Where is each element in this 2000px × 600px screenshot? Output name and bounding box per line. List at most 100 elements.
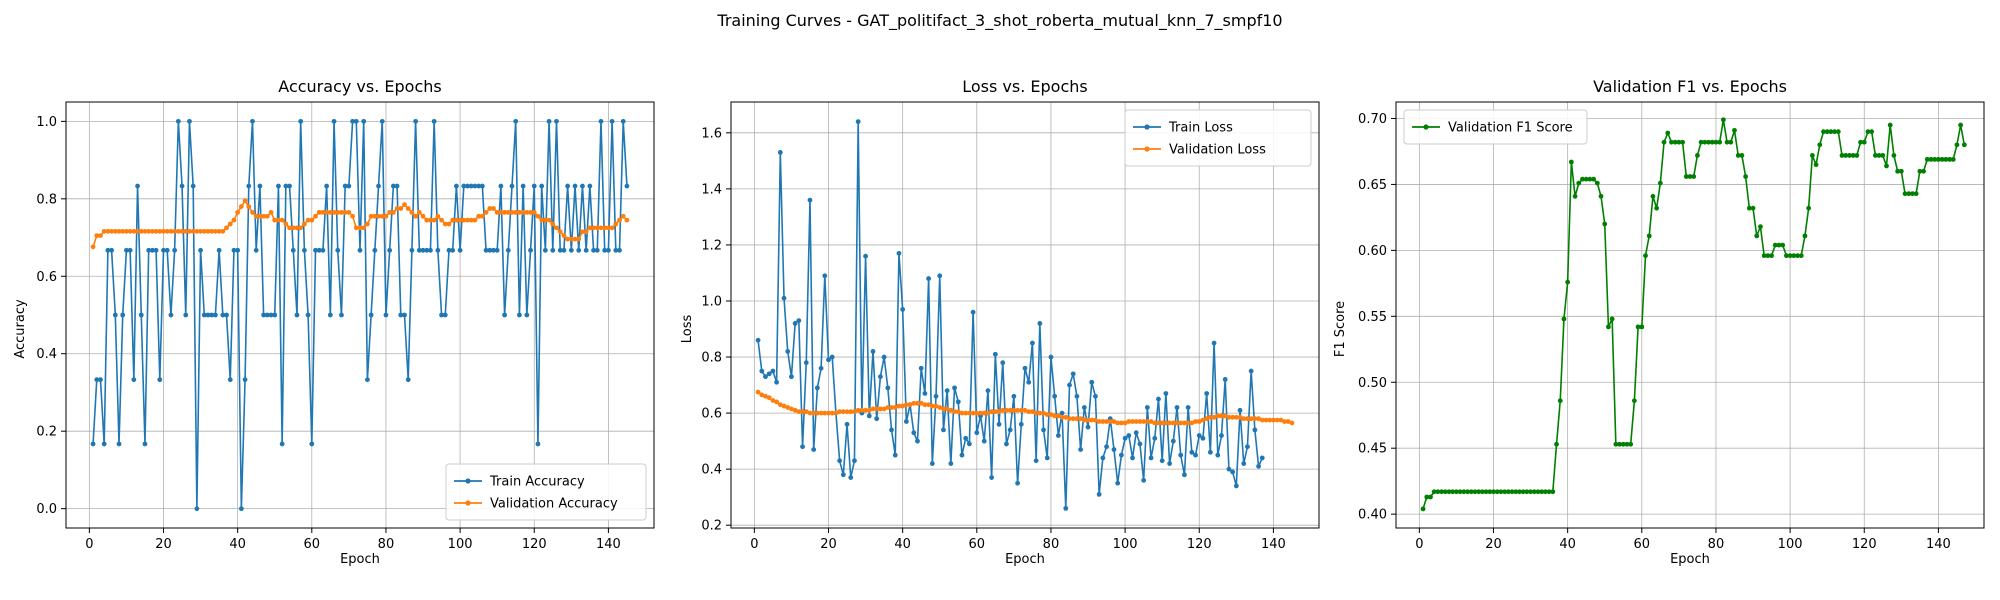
accuracy-series-0-point xyxy=(98,377,103,383)
loss-series-1-point xyxy=(1048,412,1054,417)
loss-series-1-point xyxy=(1156,420,1161,426)
accuracy-series-0-point xyxy=(298,118,304,124)
loss-ytick-label: 1.2 xyxy=(701,238,722,253)
accuracy-series-0-point xyxy=(461,183,467,189)
f1-series-0-point xyxy=(1672,139,1678,145)
f1-series-0-point xyxy=(1787,253,1793,259)
accuracy-series-0-point xyxy=(290,247,296,253)
loss-series-1-point xyxy=(796,409,802,415)
accuracy-series-0-point xyxy=(101,441,107,447)
f1-series-0-point xyxy=(1728,139,1734,145)
loss-series-1-point xyxy=(974,410,980,416)
f1-series-0-point xyxy=(1958,122,1964,128)
loss-series-0-point xyxy=(1081,405,1087,410)
loss-series-0-point xyxy=(1018,421,1024,427)
accuracy-series-0-point xyxy=(116,441,122,447)
loss-series-0-point xyxy=(863,253,868,259)
loss-xtick-label: 140 xyxy=(1261,537,1286,552)
accuracy-series-1-point xyxy=(457,217,463,223)
accuracy-series-0-point xyxy=(390,183,396,189)
loss-series-0-point xyxy=(926,276,932,281)
loss-series-1-point xyxy=(1037,410,1043,416)
f1-series-0-point xyxy=(1776,242,1782,248)
loss-series-0-point xyxy=(1130,455,1135,461)
loss-series-0-point xyxy=(1052,393,1058,399)
f1-series-0-point xyxy=(1924,156,1930,162)
loss-series-1-point xyxy=(963,410,969,416)
accuracy-series-1-point xyxy=(390,209,396,215)
accuracy-series-1-point xyxy=(542,217,548,223)
loss-series-1-point xyxy=(1159,420,1165,426)
loss-series-0-point xyxy=(1204,391,1210,396)
loss-series-1-point xyxy=(822,410,828,416)
f1-series-0-point xyxy=(1424,494,1430,500)
f1-series-0-point xyxy=(1835,129,1841,135)
loss-series-0-point xyxy=(922,391,928,396)
accuracy-series-1-point xyxy=(520,209,526,215)
accuracy-xtick-label: 20 xyxy=(155,537,172,552)
loss-series-0-point xyxy=(1118,452,1124,458)
loss-series-1-point xyxy=(1189,420,1195,426)
loss-series-0-point xyxy=(844,421,850,427)
f1-series-0-point xyxy=(1661,139,1667,145)
accuracy-series-0-point xyxy=(205,312,211,318)
loss-series-1-point xyxy=(1118,420,1124,426)
f1-ytick-label: 0.65 xyxy=(1358,178,1387,193)
f1-series-0-point xyxy=(1683,174,1689,179)
loss-series-0-point xyxy=(878,374,883,380)
loss-series-1-point xyxy=(937,405,943,410)
loss-series-0-point xyxy=(1007,427,1013,433)
loss-series-0-point xyxy=(1230,469,1236,475)
accuracy-series-1-point xyxy=(90,244,96,250)
loss-series-1-point xyxy=(1067,416,1072,422)
f1-series-0-point xyxy=(1639,324,1645,330)
f1-series-0-point xyxy=(1624,441,1630,447)
f1-series-0-point xyxy=(1865,129,1871,135)
loss-xtick-label: 60 xyxy=(969,537,986,552)
f1-xtick-label: 0 xyxy=(1415,537,1423,552)
loss-series-1-point xyxy=(855,407,861,413)
f1-series-0-point xyxy=(1750,205,1756,211)
accuracy-series-1-point xyxy=(116,228,122,234)
accuracy-series-0-point xyxy=(301,247,307,253)
accuracy-series-1-point xyxy=(431,217,437,223)
loss-series-0-point xyxy=(848,475,854,480)
accuracy-series-0-point xyxy=(198,247,203,253)
loss-series-0-point xyxy=(937,273,943,279)
accuracy-series-1-point xyxy=(439,217,444,223)
loss-series-1-point xyxy=(1204,416,1210,422)
accuracy-series-1-point xyxy=(387,209,393,215)
loss-series-0-point xyxy=(1200,435,1206,441)
loss-series-1-point xyxy=(759,392,765,398)
accuracy-series-1-point xyxy=(561,233,567,239)
f1-series-0-point xyxy=(1535,489,1541,495)
accuracy-series-1-point xyxy=(172,228,178,234)
loss-series-0-point xyxy=(855,119,861,125)
accuracy-series-1-point xyxy=(379,213,385,219)
f1-series-0-point xyxy=(1479,489,1485,495)
accuracy-series-0-point xyxy=(250,118,255,124)
loss-series-1-point xyxy=(1282,419,1287,424)
loss-series-0-point xyxy=(1178,452,1184,458)
loss-ytick-label: 0.2 xyxy=(701,519,722,534)
f1-series-0-point xyxy=(1906,191,1912,197)
loss-legend-label: Train Loss xyxy=(1168,121,1233,136)
f1-series-0-point xyxy=(1517,489,1522,495)
f1-series-0-point xyxy=(1498,489,1504,495)
accuracy-series-1-point xyxy=(394,206,400,211)
accuracy-series-1-point xyxy=(109,228,115,234)
accuracy-xtick-label: 60 xyxy=(304,537,321,552)
f1-series-0-point xyxy=(1654,205,1660,211)
loss-series-0-point xyxy=(900,306,906,312)
loss-series-1-point xyxy=(1233,414,1239,420)
accuracy-series-0-point xyxy=(450,247,456,253)
accuracy-series-0-point xyxy=(457,247,463,253)
loss-series-0-point xyxy=(1070,371,1076,377)
loss-series-1-point xyxy=(970,410,976,416)
loss-series-1-point xyxy=(989,409,995,415)
loss-series-1-point xyxy=(814,410,820,416)
f1-series-0-point xyxy=(1528,489,1533,495)
f1-series-0-point xyxy=(1910,191,1915,197)
f1-axes-frame xyxy=(1395,101,1985,529)
accuracy-series-0-point xyxy=(161,247,166,253)
